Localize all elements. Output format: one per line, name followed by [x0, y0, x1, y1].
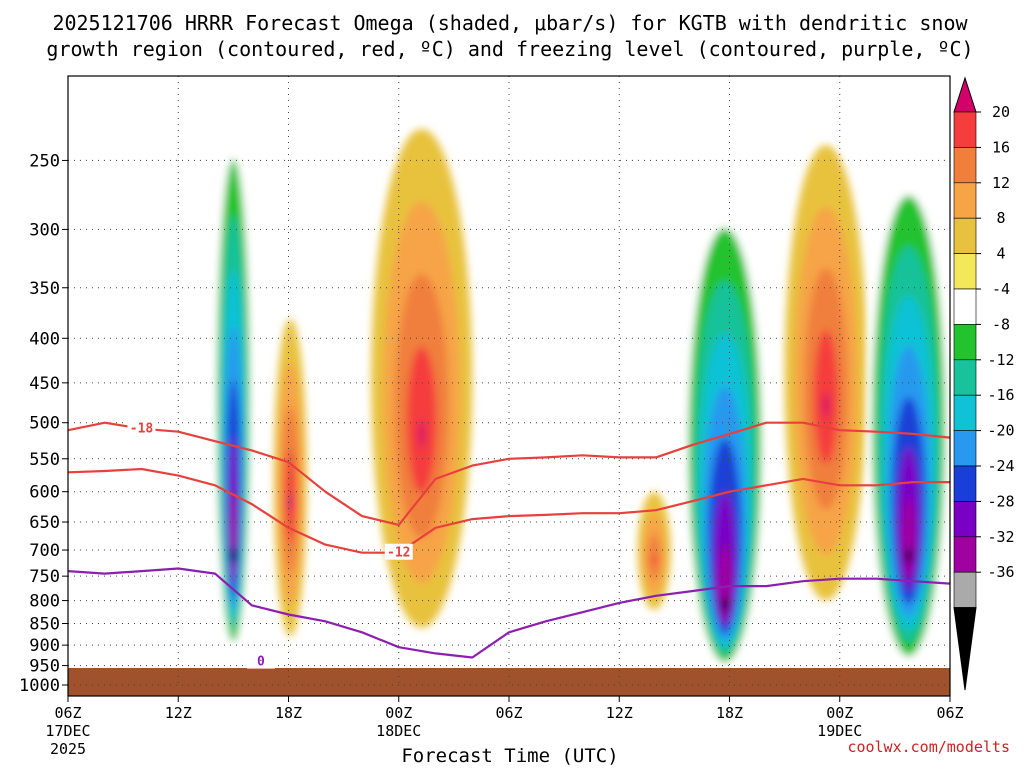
x-tick-sublabel-0-1: 2025	[50, 740, 86, 758]
colorbar-bin-3	[953, 182, 977, 219]
omega-level-21	[287, 493, 294, 512]
x-tick-label-0: 06Z	[54, 704, 81, 722]
colorbar-bin-6	[953, 288, 977, 325]
x-tick-label-1: 12Z	[165, 704, 192, 722]
x-tick-label-2: 18Z	[275, 704, 302, 722]
omega-feature-5	[784, 144, 868, 601]
colorbar-label-6: -8	[992, 315, 1010, 333]
contour-label-bg-0	[127, 419, 156, 436]
x-tick-sublabel-3-0: 18DEC	[376, 722, 421, 740]
omega-level-17	[651, 555, 658, 565]
y-tick-label-450: 450	[29, 374, 60, 394]
y-tick-label-300: 300	[29, 220, 60, 240]
x-tick-label-5: 12Z	[606, 704, 633, 722]
omega-level--37	[230, 546, 237, 564]
colorbar-bin-12	[953, 501, 977, 538]
y-tick-label-950: 950	[29, 657, 60, 677]
colorbar: 20 16 12 8 4 -4 -8 -12 -16 -20 -24 -28 -32 -36	[953, 76, 1015, 691]
colorbar-bin-7	[953, 324, 977, 361]
omega-feature-0	[215, 103, 252, 654]
x-tick-label-8: 06Z	[936, 704, 963, 722]
colorbar-label-3: 8	[996, 209, 1005, 227]
colorbar-bin-2	[953, 147, 977, 184]
colorbar-bin-1	[953, 111, 977, 148]
omega-level--33	[902, 497, 915, 578]
contour-label-bg-2	[246, 652, 275, 669]
y-tick-label-350: 350	[29, 279, 60, 299]
contour-line-2	[68, 567, 950, 659]
x-tick-label-4: 06Z	[495, 704, 522, 722]
y-tick-label-550: 550	[29, 450, 60, 470]
omega-level--37	[905, 548, 912, 564]
y-tick-label-250: 250	[29, 151, 60, 171]
colorbar-label-2: 12	[992, 174, 1010, 192]
colorbar-label-11: -28	[987, 492, 1014, 510]
temperature-contours	[68, 421, 950, 659]
omega-shading	[215, 103, 950, 670]
colorbar-label-12: -32	[987, 528, 1014, 546]
contour-labels: -18 -12 0	[127, 419, 413, 670]
y-tick-label-850: 850	[29, 615, 60, 635]
y-tick-label-750: 750	[29, 567, 60, 587]
y-tick-label-500: 500	[29, 414, 60, 434]
y-axis: 2503003504004505005506006507007508008509…	[19, 151, 68, 696]
colorbar-label-9: -20	[987, 422, 1014, 440]
y-tick-label-600: 600	[29, 483, 60, 503]
colorbar-bin-11	[953, 465, 977, 502]
chart-title-line-1: 2025121706 HRRR Forecast Omega (shaded, …	[52, 11, 968, 35]
colorbar-label-13: -36	[987, 563, 1014, 581]
x-tick-label-7: 00Z	[826, 704, 853, 722]
contour-label-1: -12	[387, 546, 410, 561]
chart-title-line-2: growth region (contoured, red, ºC) and f…	[46, 37, 973, 61]
y-tick-label-650: 650	[29, 513, 60, 533]
colorbar-bin-13	[953, 536, 977, 573]
omega-feature-6	[867, 144, 950, 670]
colorbar-bottom-arrow	[953, 607, 977, 691]
colorbar-label-7: -12	[987, 351, 1014, 369]
y-tick-label-1000: 1000	[19, 676, 60, 696]
x-tick-label-6: 18Z	[716, 704, 743, 722]
omega-feature-2	[371, 128, 473, 628]
omega-feature-3	[637, 491, 671, 610]
y-tick-label-400: 400	[29, 329, 60, 349]
y-tick-label-800: 800	[29, 592, 60, 612]
contour-line-1	[68, 467, 950, 554]
colorbar-bin-10	[953, 430, 977, 467]
credit-text: coolwx.com/modelts	[847, 738, 1010, 756]
omega-level-21	[822, 391, 829, 419]
omega-level--37	[721, 596, 728, 612]
y-tick-label-700: 700	[29, 541, 60, 561]
contour-label-2: 0	[257, 655, 265, 670]
y-tick-label-900: 900	[29, 636, 60, 656]
omega-feature-1	[273, 318, 307, 637]
x-tick-sublabel-7-0: 19DEC	[817, 722, 862, 740]
x-tick-label-3: 00Z	[385, 704, 412, 722]
x-tick-sublabel-0-0: 17DEC	[45, 722, 90, 740]
colorbar-bin-5	[953, 253, 977, 290]
contour-label-bg-1	[384, 543, 413, 560]
colorbar-bin-4	[953, 217, 977, 254]
colorbar-bin-14	[953, 571, 977, 608]
x-axis-title: Forecast Time (UTC)	[401, 745, 618, 767]
colorbar-label-4: 4	[996, 245, 1005, 263]
colorbar-bin-8	[953, 359, 977, 396]
contour-label-0: -18	[130, 422, 154, 437]
colorbar-label-8: -16	[987, 386, 1014, 404]
colorbar-label-0: 20	[992, 103, 1010, 121]
colorbar-label-5: -4	[992, 280, 1010, 298]
contour-line-0	[68, 421, 950, 526]
colorbar-label-10: -24	[987, 457, 1014, 475]
omega-feature-4	[683, 175, 767, 670]
omega-level-21	[418, 419, 425, 449]
colorbar-bin-9	[953, 394, 977, 431]
colorbar-label-1: 16	[992, 138, 1010, 156]
colorbar-top-arrow	[953, 76, 977, 113]
